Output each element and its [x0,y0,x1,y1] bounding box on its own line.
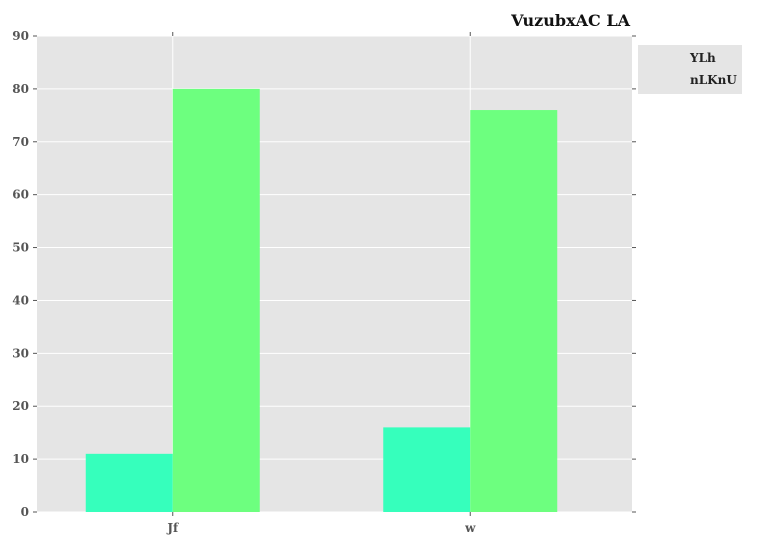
bar-nLKnU-Jf [172,88,260,512]
y-tick-label-6: 60 [12,188,29,202]
y-tick-label-1: 10 [12,452,29,466]
y-tick-label-0: 0 [21,505,29,519]
legend-entry-1: nLKnU [690,73,737,87]
legend-box [638,45,742,94]
y-tick-label-7: 70 [12,135,29,149]
x-tick-label-1: w [464,521,476,535]
y-tick-label-8: 80 [12,82,29,96]
legend-entry-0: YLh [689,51,716,65]
y-tick-label-9: 90 [12,29,29,43]
bar-YLh-Jf [85,453,173,512]
x-tick-label-0: Jf [166,521,179,535]
y-tick-label-2: 20 [12,399,29,413]
y-axis: 0 10 20 30 40 50 60 70 80 90 [12,29,636,519]
y-tick-label-4: 40 [12,293,29,307]
y-tick-label-3: 30 [12,346,29,360]
legend: YLh nLKnU [638,45,742,94]
bar-YLh-w [383,427,471,512]
bar-nLKnU-w [470,110,558,513]
chart-title: VuzubxAC LA [510,11,630,30]
bars [85,88,558,513]
x-axis: Jf w [166,32,476,535]
y-tick-label-5: 50 [12,241,29,255]
